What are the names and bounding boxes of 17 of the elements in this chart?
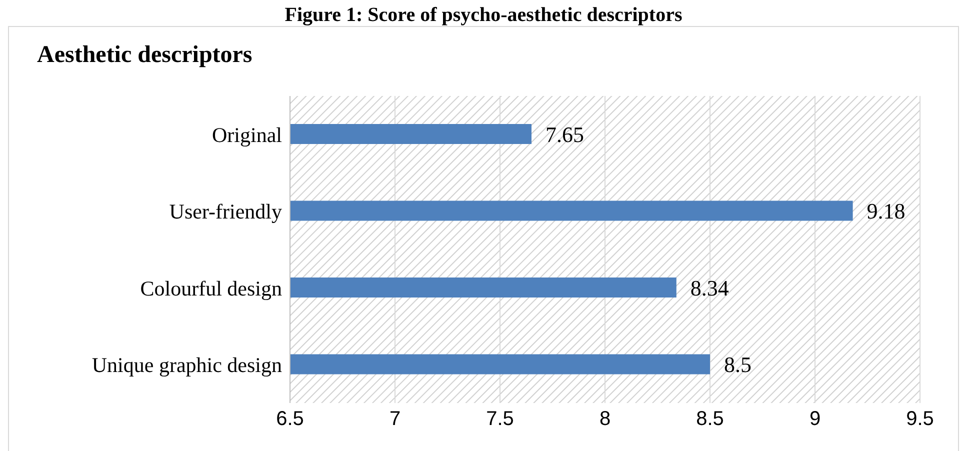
chart-subtitle: Aesthetic descriptors	[37, 42, 252, 69]
data-label: 7.65	[546, 122, 584, 147]
x-tick-label: 9.5	[906, 408, 934, 430]
data-label: 8.5	[724, 352, 752, 378]
x-tick-label: 6.5	[276, 408, 304, 430]
y-tick-label: Unique graphic design	[92, 353, 282, 378]
x-tick-label: 7.5	[486, 408, 514, 430]
x-tick-label: 9	[809, 408, 821, 430]
data-label: 8.34	[690, 275, 729, 300]
y-tick-label: User-friendly	[169, 200, 282, 224]
data-label: 9.18	[866, 198, 906, 224]
chart-title: Figure 1: Score of psycho-aesthetic descriptors	[284, 4, 684, 27]
x-tick-label: 8	[599, 408, 611, 430]
x-tick-label: 8.5	[696, 408, 724, 430]
y-tick-label: Original	[212, 122, 282, 147]
x-tick-label: 7	[389, 408, 401, 430]
y-tick-label: Colourful design	[140, 276, 282, 300]
